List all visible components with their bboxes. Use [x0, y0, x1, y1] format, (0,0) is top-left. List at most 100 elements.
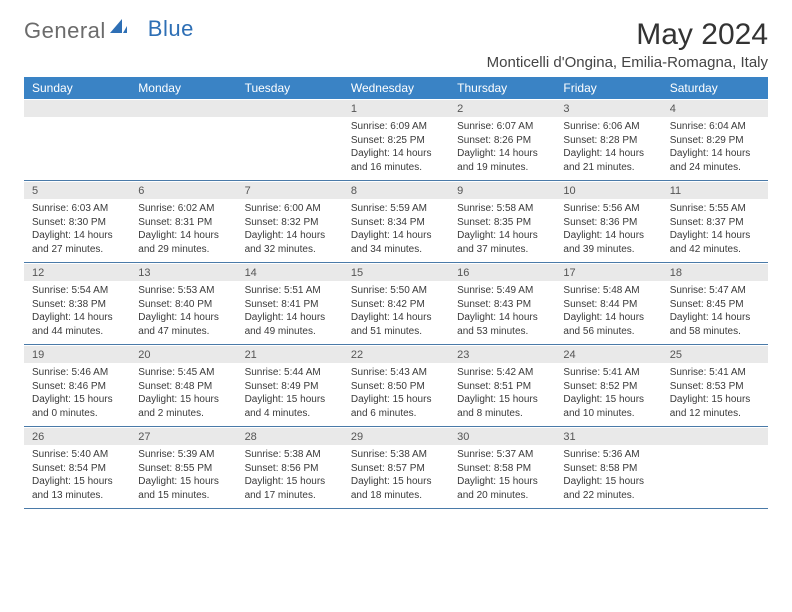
day-content-cell: Sunrise: 5:40 AMSunset: 8:54 PMDaylight:…: [24, 445, 130, 508]
sunrise-line: Sunrise: 5:44 AM: [245, 366, 335, 380]
daylight-line: Daylight: 14 hours and 19 minutes.: [457, 147, 547, 174]
day-content-cell: Sunrise: 6:04 AMSunset: 8:29 PMDaylight:…: [662, 117, 768, 180]
daynum-cell: [24, 99, 130, 117]
day-content-cell: Sunrise: 5:44 AMSunset: 8:49 PMDaylight:…: [237, 363, 343, 426]
content-row: Sunrise: 5:54 AMSunset: 8:38 PMDaylight:…: [24, 281, 768, 345]
month-title: May 2024: [487, 18, 768, 52]
sunset-line: Sunset: 8:50 PM: [351, 380, 441, 394]
day-content-cell: Sunrise: 5:47 AMSunset: 8:45 PMDaylight:…: [662, 281, 768, 344]
sunset-line: Sunset: 8:35 PM: [457, 216, 547, 230]
daylight-line: Daylight: 15 hours and 6 minutes.: [351, 393, 441, 420]
daynum-cell: 16: [449, 263, 555, 281]
day-content-cell: Sunrise: 5:38 AMSunset: 8:56 PMDaylight:…: [237, 445, 343, 508]
sunrise-line: Sunrise: 5:54 AM: [32, 284, 122, 298]
sunrise-line: Sunrise: 5:38 AM: [351, 448, 441, 462]
dow-cell: Monday: [130, 77, 236, 99]
daylight-line: Daylight: 15 hours and 8 minutes.: [457, 393, 547, 420]
calendar: SundayMondayTuesdayWednesdayThursdayFrid…: [24, 77, 768, 509]
day-content-cell: Sunrise: 5:53 AMSunset: 8:40 PMDaylight:…: [130, 281, 236, 344]
daynum-cell: 9: [449, 181, 555, 199]
sunset-line: Sunset: 8:52 PM: [563, 380, 653, 394]
day-content-cell: Sunrise: 6:06 AMSunset: 8:28 PMDaylight:…: [555, 117, 661, 180]
daylight-line: Daylight: 14 hours and 53 minutes.: [457, 311, 547, 338]
day-content-cell: Sunrise: 5:50 AMSunset: 8:42 PMDaylight:…: [343, 281, 449, 344]
daynum-cell: 18: [662, 263, 768, 281]
weeks-container: 1234Sunrise: 6:09 AMSunset: 8:25 PMDayli…: [24, 99, 768, 509]
day-content-cell: Sunrise: 5:48 AMSunset: 8:44 PMDaylight:…: [555, 281, 661, 344]
daylight-line: Daylight: 14 hours and 44 minutes.: [32, 311, 122, 338]
day-content-cell: Sunrise: 5:41 AMSunset: 8:52 PMDaylight:…: [555, 363, 661, 426]
sunset-line: Sunset: 8:31 PM: [138, 216, 228, 230]
daylight-line: Daylight: 15 hours and 22 minutes.: [563, 475, 653, 502]
sunset-line: Sunset: 8:48 PM: [138, 380, 228, 394]
sunrise-line: Sunrise: 5:45 AM: [138, 366, 228, 380]
daynum-cell: 25: [662, 345, 768, 363]
daynum-cell: 5: [24, 181, 130, 199]
sunrise-line: Sunrise: 5:40 AM: [32, 448, 122, 462]
daylight-line: Daylight: 14 hours and 39 minutes.: [563, 229, 653, 256]
day-content-cell: Sunrise: 5:38 AMSunset: 8:57 PMDaylight:…: [343, 445, 449, 508]
daynum-row: 567891011: [24, 181, 768, 199]
day-content-cell: [130, 117, 236, 180]
daynum-cell: [237, 99, 343, 117]
sunset-line: Sunset: 8:34 PM: [351, 216, 441, 230]
content-row: Sunrise: 6:03 AMSunset: 8:30 PM Daylight:…: [24, 199, 768, 263]
daylight-line: Daylight: 15 hours and 20 minutes.: [457, 475, 547, 502]
daynum-cell: 23: [449, 345, 555, 363]
day-content-cell: Sunrise: 5:54 AMSunset: 8:38 PMDaylight:…: [24, 281, 130, 344]
daynum-cell: 3: [555, 99, 661, 117]
sunrise-line: Sunrise: 5:49 AM: [457, 284, 547, 298]
daynum-cell: 31: [555, 427, 661, 445]
day-content-cell: Sunrise: 5:41 AMSunset: 8:53 PMDaylight:…: [662, 363, 768, 426]
day-content-cell: Sunrise: 6:07 AMSunset: 8:26 PMDaylight:…: [449, 117, 555, 180]
sunset-line: Sunset: 8:49 PM: [245, 380, 335, 394]
sunrise-line: Sunrise: 5:41 AM: [563, 366, 653, 380]
daynum-cell: 29: [343, 427, 449, 445]
daynum-cell: 14: [237, 263, 343, 281]
logo-text-general: General: [24, 18, 106, 44]
sunrise-line: Sunrise: 6:02 AM: [138, 202, 228, 216]
day-content-cell: Sunrise: 5:56 AMSunset: 8:36 PMDaylight:…: [555, 199, 661, 262]
daynum-cell: 11: [662, 181, 768, 199]
dow-cell: Wednesday: [343, 77, 449, 99]
day-content-cell: Sunrise: 5:43 AMSunset: 8:50 PMDaylight:…: [343, 363, 449, 426]
daynum-cell: 4: [662, 99, 768, 117]
daynum-cell: 27: [130, 427, 236, 445]
dow-cell: Saturday: [662, 77, 768, 99]
daylight-line: Daylight: 14 hours and 51 minutes.: [351, 311, 441, 338]
sunset-line: Sunset: 8:38 PM: [32, 298, 122, 312]
day-content-cell: Sunrise: 5:39 AMSunset: 8:55 PMDaylight:…: [130, 445, 236, 508]
sunrise-line: Sunrise: 5:43 AM: [351, 366, 441, 380]
sunrise-line: Sunrise: 5:50 AM: [351, 284, 441, 298]
content-row: Sunrise: 6:09 AMSunset: 8:25 PMDaylight:…: [24, 117, 768, 181]
sunset-line: Sunset: 8:51 PM: [457, 380, 547, 394]
daynum-cell: 17: [555, 263, 661, 281]
dow-cell: Tuesday: [237, 77, 343, 99]
sunrise-line: Sunrise: 5:59 AM: [351, 202, 441, 216]
logo: General Blue: [24, 18, 194, 44]
daynum-cell: 7: [237, 181, 343, 199]
sunrise-line: Sunrise: 5:42 AM: [457, 366, 547, 380]
day-content-cell: Sunrise: 6:00 AMSunset: 8:32 PMDaylight:…: [237, 199, 343, 262]
sunrise-line: Sunrise: 5:53 AM: [138, 284, 228, 298]
daylight-line: Daylight: 14 hours and 16 minutes.: [351, 147, 441, 174]
day-content-cell: [662, 445, 768, 508]
dow-cell: Thursday: [449, 77, 555, 99]
sunrise-line: Sunrise: 5:46 AM: [32, 366, 122, 380]
daylight-line: Daylight: 14 hours and 21 minutes.: [563, 147, 653, 174]
sunrise-line: Sunrise: 6:03 AM: [32, 202, 122, 216]
location: Monticelli d'Ongina, Emilia-Romagna, Ita…: [487, 54, 768, 71]
sunset-line: Sunset: 8:42 PM: [351, 298, 441, 312]
sunset-line: Sunset: 8:30 PM: [32, 216, 122, 230]
content-row: Sunrise: 5:46 AMSunset: 8:46 PMDaylight:…: [24, 363, 768, 427]
sunset-line: Sunset: 8:55 PM: [138, 462, 228, 476]
daylight-line: Daylight: 14 hours and 56 minutes.: [563, 311, 653, 338]
daylight-line: Daylight: 15 hours and 15 minutes.: [138, 475, 228, 502]
day-content-cell: Sunrise: 6:09 AMSunset: 8:25 PMDaylight:…: [343, 117, 449, 180]
daynum-cell: 22: [343, 345, 449, 363]
dow-cell: Sunday: [24, 77, 130, 99]
content-row: Sunrise: 5:40 AMSunset: 8:54 PMDaylight:…: [24, 445, 768, 509]
day-content-cell: [24, 117, 130, 180]
sunrise-line: Sunrise: 5:56 AM: [563, 202, 653, 216]
daynum-cell: [130, 99, 236, 117]
